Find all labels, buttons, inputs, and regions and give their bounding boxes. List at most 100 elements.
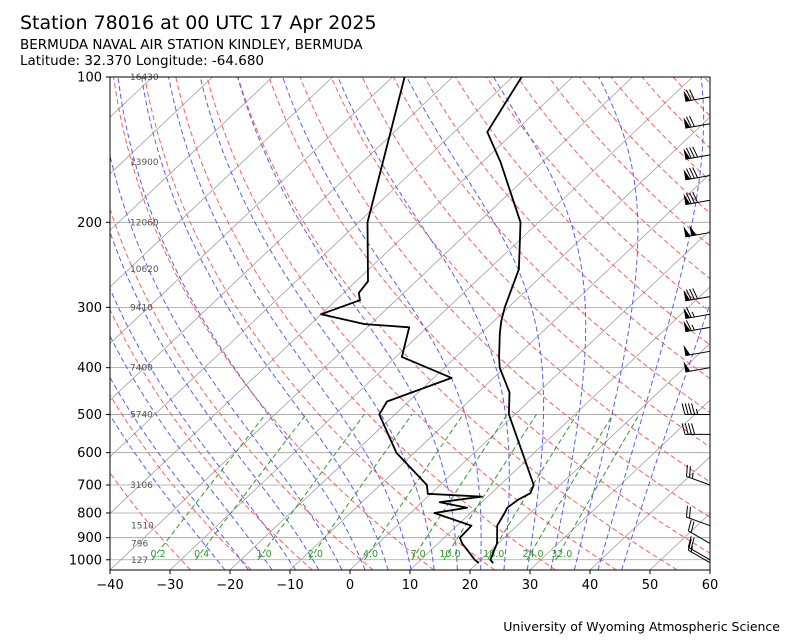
wind-barb-shaft (686, 475, 711, 486)
wind-barb (687, 519, 711, 544)
wind-barb (683, 344, 711, 357)
dry-adiabat (703, 77, 710, 84)
wind-barb-full (692, 167, 699, 178)
temperature-line-point (518, 268, 520, 270)
height-label: 3106 (130, 481, 153, 491)
height-label: 1510 (131, 522, 154, 532)
height-label: 12060 (130, 218, 159, 228)
mixing-ratio-label: 1.0 (257, 549, 272, 560)
moist-adiabat (141, 77, 389, 570)
isotherm--100 (110, 77, 273, 231)
temperature-line-point (506, 506, 509, 509)
wind-barb-shaft (685, 175, 711, 181)
y-tick-label: 700 (77, 478, 102, 493)
wind-barb-full (692, 191, 699, 203)
wind-barb-full (692, 146, 699, 158)
dewpoint-line-point (461, 542, 464, 545)
temperature-line-point (504, 306, 506, 309)
isotherm--130 (0, 77, 93, 570)
wind-barb-pennant (683, 307, 691, 319)
mixing-ratio-lines (151, 414, 640, 561)
wind-barb-shaft (688, 546, 711, 561)
mixing-ratio-label: 7.0 (411, 549, 426, 560)
wind-barb-full (685, 168, 692, 180)
wind-barb (683, 116, 711, 129)
wind-barb-full (686, 465, 688, 477)
wind-barb-shaft (688, 530, 711, 544)
temperature-line-point (496, 542, 498, 545)
wind-barb-half (695, 408, 699, 415)
mixing-ratio-label: 0.4 (194, 549, 209, 560)
dewpoint-line-point (474, 559, 476, 561)
mixing-ratio-line (364, 414, 464, 561)
x-tick-label: 30 (522, 578, 539, 593)
mixing-ratio-line (308, 414, 413, 561)
wind-barb-full (685, 193, 692, 204)
mixing-ratio-label: 32.0 (551, 549, 572, 560)
temperature-line-point (498, 366, 501, 369)
dewpoint-line-point (466, 506, 468, 509)
wind-barb-full (690, 521, 695, 533)
wind-barb (683, 146, 711, 160)
moist-adiabats (110, 77, 710, 570)
isotherm-10 (409, 286, 710, 570)
temperature-line-point (521, 451, 524, 454)
wind-barb (683, 89, 711, 102)
height-label: 16430 (130, 73, 159, 83)
isotherm-40 (589, 456, 710, 570)
isotherm-0 (349, 229, 710, 570)
plot-frame (109, 76, 711, 571)
wind-barb (686, 505, 711, 527)
mixing-ratio-line (151, 414, 266, 561)
wind-barb-full (681, 423, 686, 435)
moist-adiabat (168, 77, 412, 570)
isotherm--10 (289, 173, 710, 570)
moist-adiabat (573, 77, 639, 570)
dewpoint-line (320, 77, 483, 564)
dry-adiabat (423, 77, 710, 380)
height-label: 796 (131, 539, 148, 549)
moist-adiabat (110, 287, 296, 570)
mixing-ratio-line (195, 414, 307, 561)
mixing-ratio-line (487, 414, 578, 561)
height-label: 127 (131, 556, 148, 566)
dewpoint-line-point (366, 221, 369, 224)
dewpoint-line-point (477, 561, 480, 564)
wind-barb (683, 191, 711, 206)
isotherm--70 (110, 77, 453, 401)
dry-adiabat (735, 77, 800, 570)
x-tick-label: −10 (276, 578, 303, 593)
dry-adiabat (237, 77, 678, 570)
wind-barb-full (685, 89, 692, 101)
wind-barb-full (689, 116, 695, 127)
isotherm--120 (110, 77, 153, 118)
dry-adiabat (392, 77, 710, 414)
moist-adiabat (337, 77, 510, 570)
mixing-ratio-label: 0.2 (151, 549, 166, 560)
dewpoint-line-point (470, 524, 473, 527)
dewpoint-line-point (358, 292, 360, 294)
mixing-ratio-labels: 0.2 0.4 1.0 2.0 4.0 7.0 10.0 16.0 24.0 32.0 (151, 549, 573, 560)
dry-adiabat (206, 77, 617, 570)
dry-adiabat (110, 207, 374, 570)
dewpoint-line-point (408, 326, 411, 329)
dry-adiabat (330, 77, 710, 483)
y-tick-label: 200 (77, 216, 102, 231)
dewpoint-line-point (426, 484, 428, 486)
wind-barb-shaft (686, 516, 711, 527)
wind-barb-full (687, 539, 692, 551)
wind-barb-shaft (688, 549, 711, 564)
wind-barb-pennant (683, 361, 691, 372)
wind-barb (687, 536, 711, 561)
wind-barb (683, 288, 711, 302)
wind-barb-full (687, 536, 692, 548)
station-name: BERMUDA NAVAL AIR STATION KINDLEY, BERMU… (20, 37, 363, 53)
wind-barb-full (684, 403, 689, 415)
temperature-line-point (519, 221, 522, 224)
wind-barb-pennant (683, 117, 691, 129)
wind-barb-full (685, 306, 692, 318)
height-label: 7400 (130, 364, 153, 374)
temperature-line-point (492, 561, 494, 564)
isotherm--60 (110, 77, 513, 458)
temperature-line-point (532, 484, 535, 486)
